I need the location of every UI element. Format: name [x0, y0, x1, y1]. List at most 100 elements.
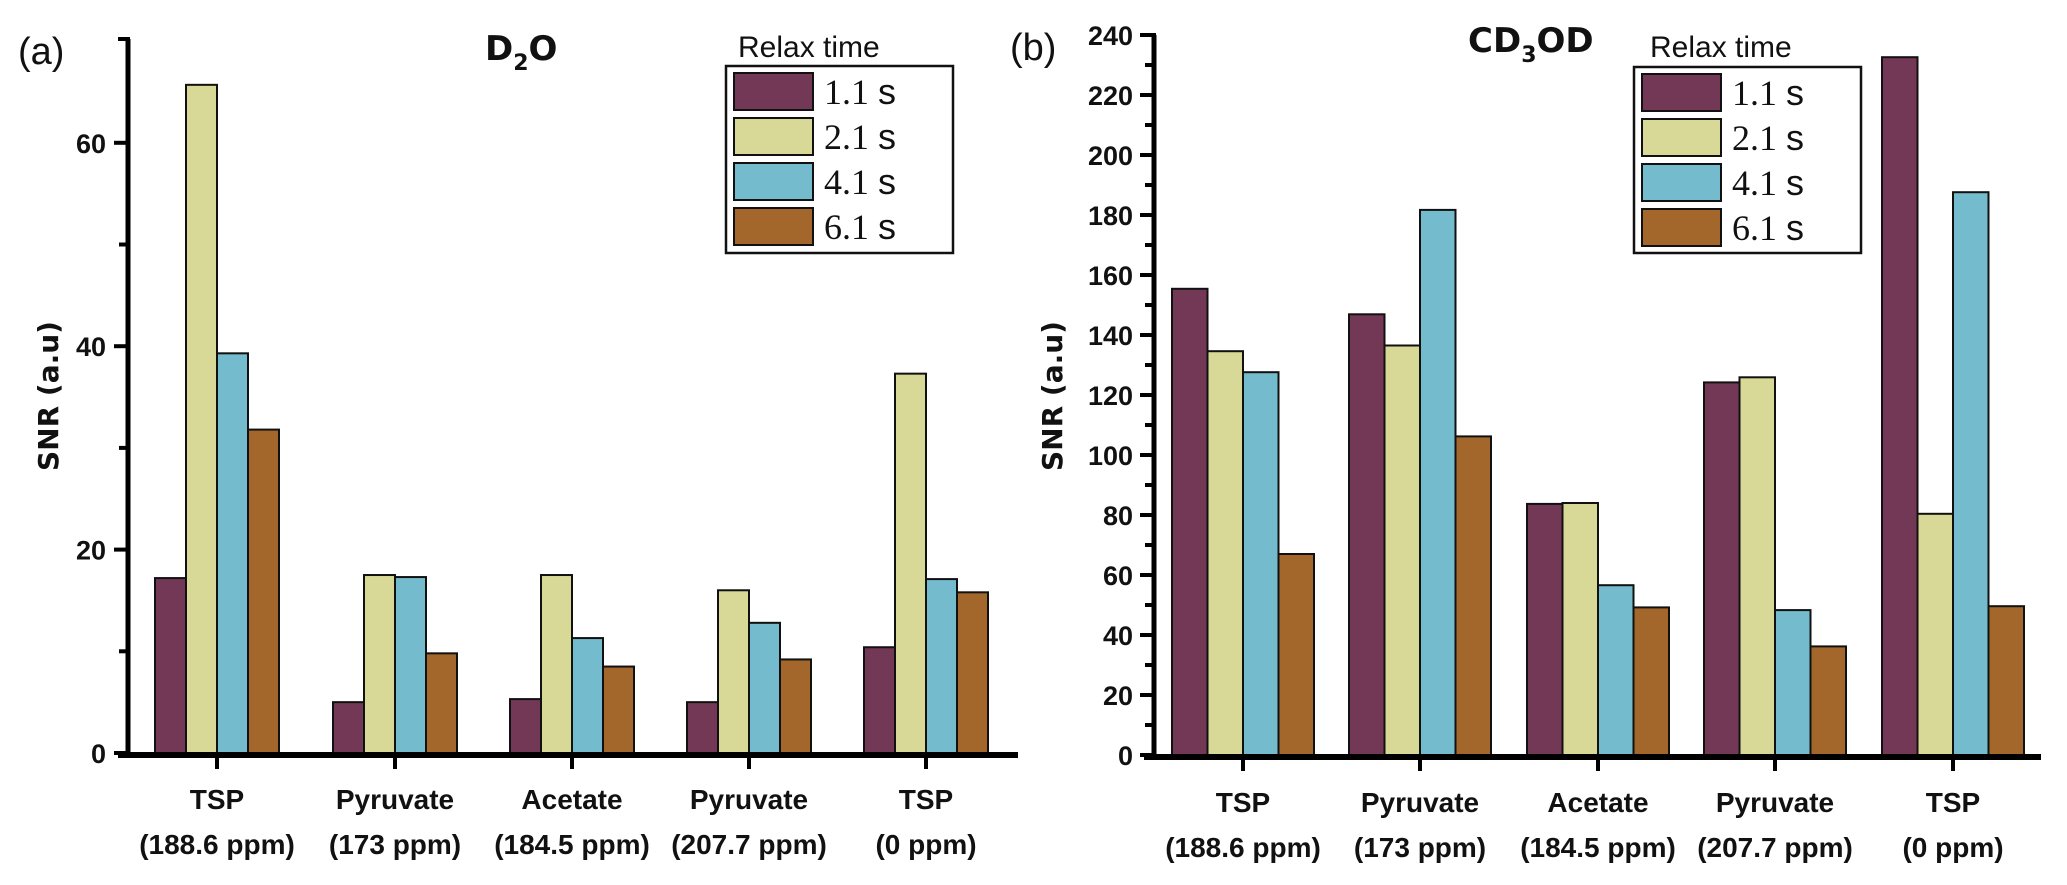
chart-panel-b: (b) CD3OD SNR (a.u) 0 20 40 60 80 100 120 140 160 18…	[1010, 21, 2041, 863]
bar-6_1s-5	[1987, 605, 2025, 757]
bar-6_1s-5	[956, 591, 989, 755]
bar-2_1s-4	[717, 589, 750, 755]
legend-entry-value: 2.1	[1732, 118, 1786, 158]
bar-1_1s-2	[1348, 313, 1386, 756]
chart-panel-a: (a) D2O SNR (a.u) 0 20 40 60 TSP (188.6 ppm) Pyru…	[18, 29, 1018, 860]
legend-swatch	[733, 162, 814, 201]
bar-4_1s-4	[1774, 609, 1812, 756]
x-tick-label-shift: (188.6 ppm)	[1165, 832, 1321, 863]
legend-swatch	[1641, 118, 1722, 157]
x-tick-label-shift: (0 ppm)	[1902, 832, 2003, 863]
y-tick-label: 0	[1118, 741, 1133, 771]
legend-entry-unit: s	[1786, 207, 1804, 248]
legend-entry-unit: s	[1786, 117, 1804, 158]
y-tick-label: 40	[1103, 621, 1133, 651]
legend-swatch	[1641, 163, 1722, 202]
x-tick-label-shift: (207.7 ppm)	[671, 829, 827, 860]
bar-6_1s-3	[1632, 606, 1670, 757]
legend-entry-unit: s	[878, 116, 896, 157]
x-tick-label-shift: (184.5 ppm)	[494, 829, 650, 860]
bar-1_1s-2	[332, 701, 365, 755]
legend-entry-value: 6.1	[1732, 208, 1786, 248]
legend-entry-value: 1.1	[1732, 73, 1786, 113]
y-tick-label: 180	[1088, 201, 1133, 231]
chart-title-rest: O	[529, 29, 558, 69]
y-tick-label: 140	[1088, 321, 1133, 351]
x-tick-label-name: Pyruvate	[336, 784, 454, 815]
legend-title: Relax time	[1650, 31, 1792, 64]
bar-6_1s-4	[1809, 645, 1847, 757]
bar-4_1s-2	[394, 576, 427, 755]
legend-entry-label: 1.1 s	[824, 71, 896, 112]
legend-entry-value: 2.1	[824, 117, 878, 157]
bar-4_1s-2	[1419, 208, 1457, 756]
bar-6_1s-1	[247, 428, 280, 754]
bar-1_1s-5	[1881, 56, 1919, 756]
x-tick-label-shift: (188.6 ppm)	[139, 829, 295, 860]
legend-entry-label: 6.1 s	[1732, 207, 1804, 248]
bar-6_1s-4	[779, 658, 812, 754]
x-tick-label-name: TSP	[190, 784, 244, 815]
legend-entry-value: 4.1	[824, 162, 878, 202]
chart-title: D2O	[485, 29, 557, 76]
bar-4_1s-5	[925, 578, 958, 755]
bar-2_1s-3	[1561, 502, 1599, 756]
x-tick-label-shift: (0 ppm)	[875, 829, 976, 860]
bar-4_1s-3	[571, 637, 604, 754]
y-tick-label: 60	[76, 129, 106, 159]
bar-1_1s-4	[686, 701, 719, 755]
bar-1_1s-1	[1171, 287, 1209, 756]
panel-label: (a)	[18, 31, 64, 73]
legend-swatch	[733, 72, 814, 111]
y-tick-label: 200	[1088, 141, 1133, 171]
bar-2_1s-3	[540, 574, 573, 755]
legend-entry-value: 6.1	[824, 207, 878, 247]
bar-6_1s-2	[425, 652, 458, 754]
bar-1_1s-1	[154, 577, 187, 754]
y-tick-label: 240	[1088, 21, 1133, 51]
legend-entry-label: 1.1 s	[1732, 72, 1804, 113]
bar-1_1s-4	[1703, 381, 1741, 756]
legend-entry-label: 2.1 s	[824, 116, 896, 157]
y-tick-label: 120	[1088, 381, 1133, 411]
legend-swatch	[1641, 208, 1722, 247]
bar-4_1s-5	[1952, 191, 1990, 756]
y-tick-label: 20	[1103, 681, 1133, 711]
panel-label: (b)	[1010, 27, 1056, 69]
y-tick-label: 60	[1103, 561, 1133, 591]
legend-entry-unit: s	[878, 161, 896, 202]
bar-2_1s-2	[1383, 344, 1421, 756]
chart-title-main: D	[485, 29, 513, 69]
legend-swatch	[733, 207, 814, 246]
y-tick-label: 160	[1088, 261, 1133, 291]
legend-entry-label: 4.1 s	[824, 161, 896, 202]
y-tick-label: 40	[76, 332, 106, 362]
y-tick-label: 80	[1103, 501, 1133, 531]
y-tick-label: 20	[76, 536, 106, 566]
legend-entry-label: 2.1 s	[1732, 117, 1804, 158]
legend-title: Relax time	[738, 31, 880, 64]
x-tick-label-name: Pyruvate	[1361, 787, 1479, 818]
legend-entry-unit: s	[1786, 162, 1804, 203]
bar-2_1s-5	[894, 372, 927, 754]
bar-4_1s-3	[1597, 584, 1635, 757]
bar-2_1s-4	[1738, 376, 1776, 756]
x-tick-label-name: Acetate	[1547, 787, 1648, 818]
legend-entry-unit: s	[878, 206, 896, 247]
chart-title-subscript: 3	[1521, 43, 1536, 68]
x-tick-label-shift: (173 ppm)	[1354, 832, 1486, 863]
legend-entry-label: 6.1 s	[824, 206, 896, 247]
legend-entry-unit: s	[878, 71, 896, 112]
chart-title-rest: OD	[1537, 21, 1594, 61]
y-axis-label: SNR (a.u)	[1036, 321, 1069, 471]
bar-6_1s-1	[1277, 553, 1315, 756]
y-tick-label: 220	[1088, 81, 1133, 111]
y-tick-label: 0	[91, 739, 106, 769]
chart-title-main: CD	[1468, 21, 1521, 61]
chart-title: CD3OD	[1468, 21, 1594, 68]
x-tick-label-name: TSP	[1926, 787, 1980, 818]
x-tick-label-name: Acetate	[521, 784, 622, 815]
